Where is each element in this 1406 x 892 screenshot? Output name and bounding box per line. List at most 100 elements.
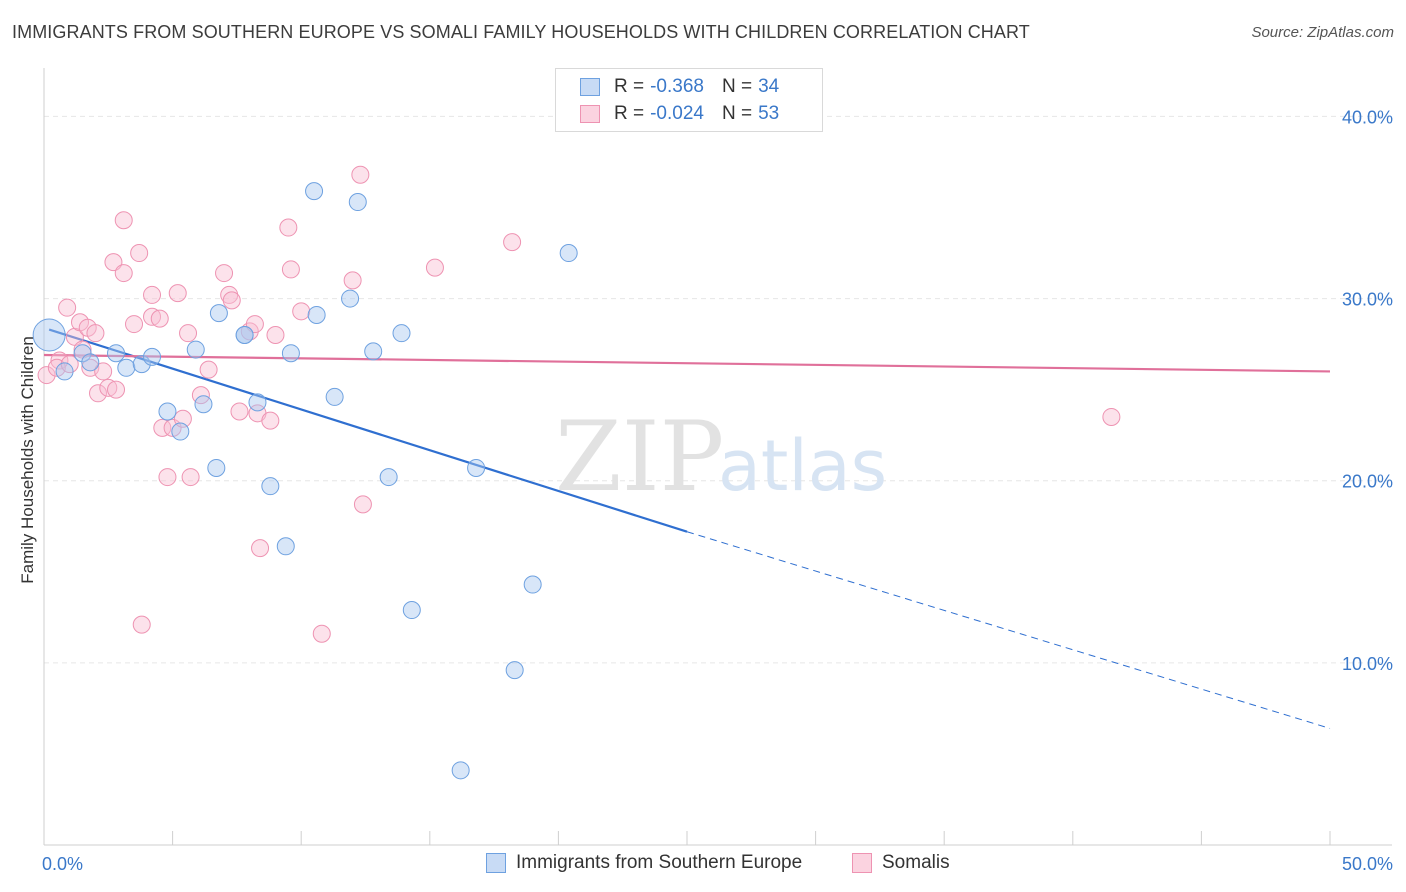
point-somalis — [37, 366, 56, 385]
point-somalis — [251, 539, 270, 558]
point-immigrants — [117, 358, 136, 377]
point-somalis — [181, 468, 200, 487]
point-somalis — [89, 384, 108, 403]
point-somalis — [114, 211, 133, 230]
trend-line-somalis — [43, 353, 1331, 373]
y-tick-label: 40.0% — [1342, 107, 1393, 127]
x-tick-label: 0.0% — [42, 854, 83, 874]
point-immigrants — [81, 353, 100, 372]
point-somalis — [132, 615, 151, 634]
legend-item-somalis[interactable]: Somalis — [852, 852, 950, 874]
point-immigrants — [158, 402, 177, 421]
legend-swatch-blue — [580, 78, 600, 96]
legend-r-label: R = — [614, 103, 645, 124]
point-immigrants — [392, 324, 411, 343]
watermark-atlas: atlas — [718, 425, 887, 507]
series-legend: Immigrants from Southern Europe Somalis — [0, 852, 1406, 878]
legend-n-label: N = — [721, 103, 753, 124]
legend-swatch-pink — [580, 105, 600, 123]
legend-row-immigrants: R = -0.368 N = 34 — [580, 75, 779, 99]
point-immigrants — [379, 468, 398, 487]
point-somalis — [153, 418, 172, 437]
correlation-legend: R = -0.368 N = 34 R = -0.024 N = 53 — [555, 68, 823, 132]
point-somalis — [125, 315, 144, 334]
point-somalis — [86, 324, 105, 343]
watermark-zip: ZIP — [555, 401, 724, 513]
legend-r-label: R = — [614, 76, 645, 97]
point-immigrants — [55, 362, 74, 381]
point-somalis — [94, 362, 113, 381]
source-label: Source: ZipAtlas.com — [1251, 24, 1394, 41]
legend-r-value: -0.368 — [650, 76, 704, 97]
point-immigrants — [248, 393, 267, 412]
data-points — [32, 165, 1121, 780]
legend-swatch-blue — [486, 853, 506, 873]
point-immigrants — [209, 304, 228, 323]
point-somalis — [130, 244, 149, 263]
point-immigrants — [132, 355, 151, 374]
point-somalis — [104, 253, 123, 272]
point-somalis — [245, 315, 264, 334]
point-somalis — [281, 260, 300, 279]
point-somalis — [107, 380, 126, 399]
point-immigrants — [348, 193, 367, 212]
point-somalis — [179, 324, 198, 343]
tick-labels: 10.0% 20.0% 30.0% 40.0% 0.0% 50.0% — [42, 107, 1393, 874]
point-somalis — [215, 264, 234, 283]
point-immigrants — [32, 318, 66, 352]
point-immigrants — [559, 244, 578, 263]
point-somalis — [503, 233, 522, 252]
y-tick-label: 20.0% — [1342, 472, 1393, 492]
point-somalis — [143, 285, 162, 304]
point-immigrants — [451, 761, 470, 780]
point-immigrants — [276, 537, 295, 556]
point-somalis — [230, 402, 249, 421]
point-somalis — [279, 218, 298, 237]
point-somalis — [261, 411, 280, 430]
point-immigrants — [207, 458, 226, 477]
point-somalis — [143, 307, 162, 326]
point-immigrants — [171, 422, 190, 441]
point-immigrants — [364, 342, 383, 361]
point-somalis — [343, 271, 362, 290]
trend-line-immigrants-extrapolated — [686, 531, 1331, 729]
trend-lines — [43, 328, 1331, 729]
point-somalis — [425, 258, 444, 277]
y-tick-label: 10.0% — [1342, 654, 1393, 674]
point-somalis — [312, 624, 331, 643]
watermark: ZIP atlas — [555, 401, 887, 513]
legend-swatch-pink — [852, 853, 872, 873]
point-immigrants — [143, 347, 162, 366]
point-somalis — [292, 302, 311, 321]
legend-label-immigrants: Immigrants from Southern Europe — [516, 852, 803, 873]
point-somalis — [351, 165, 370, 184]
point-somalis — [266, 326, 285, 344]
point-somalis — [353, 495, 372, 514]
point-immigrants — [307, 305, 326, 324]
point-immigrants — [523, 575, 542, 594]
legend-n-label: N = — [721, 76, 753, 97]
point-immigrants — [467, 458, 486, 477]
point-somalis — [222, 291, 241, 310]
chart-title: IMMIGRANTS FROM SOUTHERN EUROPE VS SOMAL… — [12, 22, 1030, 42]
point-immigrants — [186, 340, 205, 359]
legend-row-somalis: R = -0.024 N = 53 — [580, 102, 779, 126]
point-somalis — [168, 284, 187, 303]
point-somalis — [158, 468, 177, 487]
legend-item-immigrants[interactable]: Immigrants from Southern Europe — [486, 852, 802, 874]
point-somalis — [1102, 407, 1121, 426]
point-immigrants — [194, 395, 213, 414]
point-immigrants — [505, 661, 524, 680]
point-immigrants — [235, 326, 254, 344]
point-somalis — [199, 360, 218, 379]
point-immigrants — [281, 344, 300, 363]
point-immigrants — [73, 344, 92, 363]
x-tick-label: 50.0% — [1342, 854, 1393, 874]
y-tick-label: 30.0% — [1342, 290, 1393, 310]
trend-line-immigrants — [48, 328, 688, 533]
legend-label-somalis: Somalis — [882, 852, 950, 873]
axes — [43, 68, 1392, 846]
point-immigrants — [402, 601, 421, 620]
point-somalis — [114, 264, 133, 283]
